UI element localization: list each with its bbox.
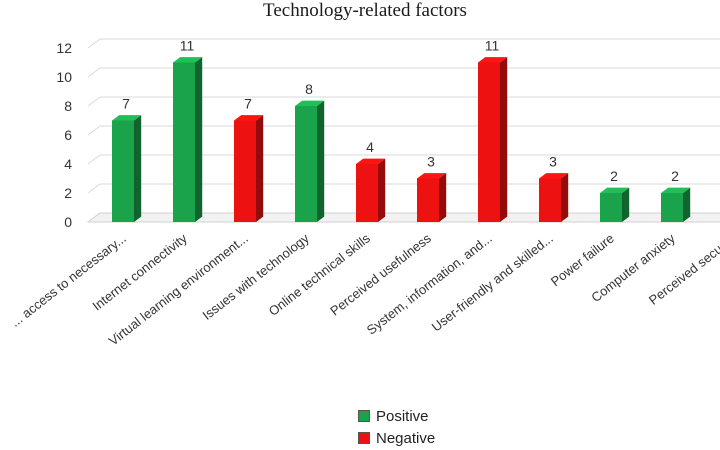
legend-item-negative: Negative xyxy=(358,427,435,449)
bar-side xyxy=(622,187,630,222)
bar xyxy=(539,178,561,222)
bar xyxy=(234,120,256,222)
x-tick-label: Online technical skills xyxy=(266,230,374,319)
data-label: 11 xyxy=(485,38,500,54)
bar-side xyxy=(195,57,203,222)
bar-side xyxy=(256,115,264,222)
bar-top xyxy=(417,173,447,179)
bar-top xyxy=(234,115,264,121)
x-tick-label: User-friendly and skilled... xyxy=(429,231,556,335)
data-label: 2 xyxy=(610,168,618,184)
y-tick-label: 6 xyxy=(64,127,72,143)
bar-side xyxy=(378,158,386,222)
gridline-side xyxy=(87,38,101,49)
bar-top xyxy=(539,173,569,179)
data-label: 7 xyxy=(122,96,130,112)
bar-top xyxy=(600,187,630,193)
data-label: 3 xyxy=(427,154,435,170)
bar-side xyxy=(134,115,142,222)
bar-top xyxy=(112,115,142,121)
bar-side xyxy=(317,100,325,222)
data-label: 11 xyxy=(180,38,195,54)
y-tick-label: 12 xyxy=(56,40,72,56)
legend-label-negative: Negative xyxy=(376,429,436,447)
bar-side xyxy=(500,57,508,222)
data-label: 2 xyxy=(671,168,679,184)
chart-title: Technology-related factors xyxy=(263,0,467,21)
y-tick-label: 0 xyxy=(64,214,72,230)
bar xyxy=(417,178,439,222)
bar xyxy=(173,62,195,222)
bar xyxy=(295,106,317,222)
y-tick-label: 2 xyxy=(64,185,72,201)
bar-top xyxy=(478,57,508,63)
gridline-side xyxy=(87,67,101,78)
gridline-side xyxy=(87,96,101,107)
bar-side xyxy=(439,173,447,222)
gridline-side xyxy=(87,183,101,194)
y-tick-label: 10 xyxy=(56,69,72,85)
bar-top xyxy=(295,100,325,106)
bar-side xyxy=(683,187,691,222)
legend-swatch-positive xyxy=(358,410,370,422)
data-label: 7 xyxy=(244,96,252,112)
y-tick-label: 8 xyxy=(64,98,72,114)
bar-top xyxy=(661,187,691,193)
data-label: 3 xyxy=(549,154,557,170)
bar xyxy=(112,120,134,222)
legend-label-positive: Positive xyxy=(376,407,429,425)
x-tick-label: Issues with technology xyxy=(200,230,313,323)
bar-top xyxy=(356,158,386,164)
gridline-side xyxy=(87,154,101,165)
legend: Positive Negative xyxy=(358,405,435,449)
legend-swatch-negative xyxy=(358,432,370,444)
x-tick-label: ... access to necessary... xyxy=(8,231,129,330)
bar xyxy=(356,164,378,222)
legend-item-positive: Positive xyxy=(358,405,435,427)
gridline-side xyxy=(87,125,101,136)
x-tick-label: Perceived usefulness xyxy=(327,230,434,318)
data-label: 4 xyxy=(366,139,374,155)
bar xyxy=(600,193,622,222)
bar-side xyxy=(561,173,569,222)
data-label: 8 xyxy=(305,81,313,97)
y-tick-label: 4 xyxy=(64,156,72,172)
bar-top xyxy=(173,57,203,63)
bar xyxy=(478,62,500,222)
bar xyxy=(661,193,683,222)
